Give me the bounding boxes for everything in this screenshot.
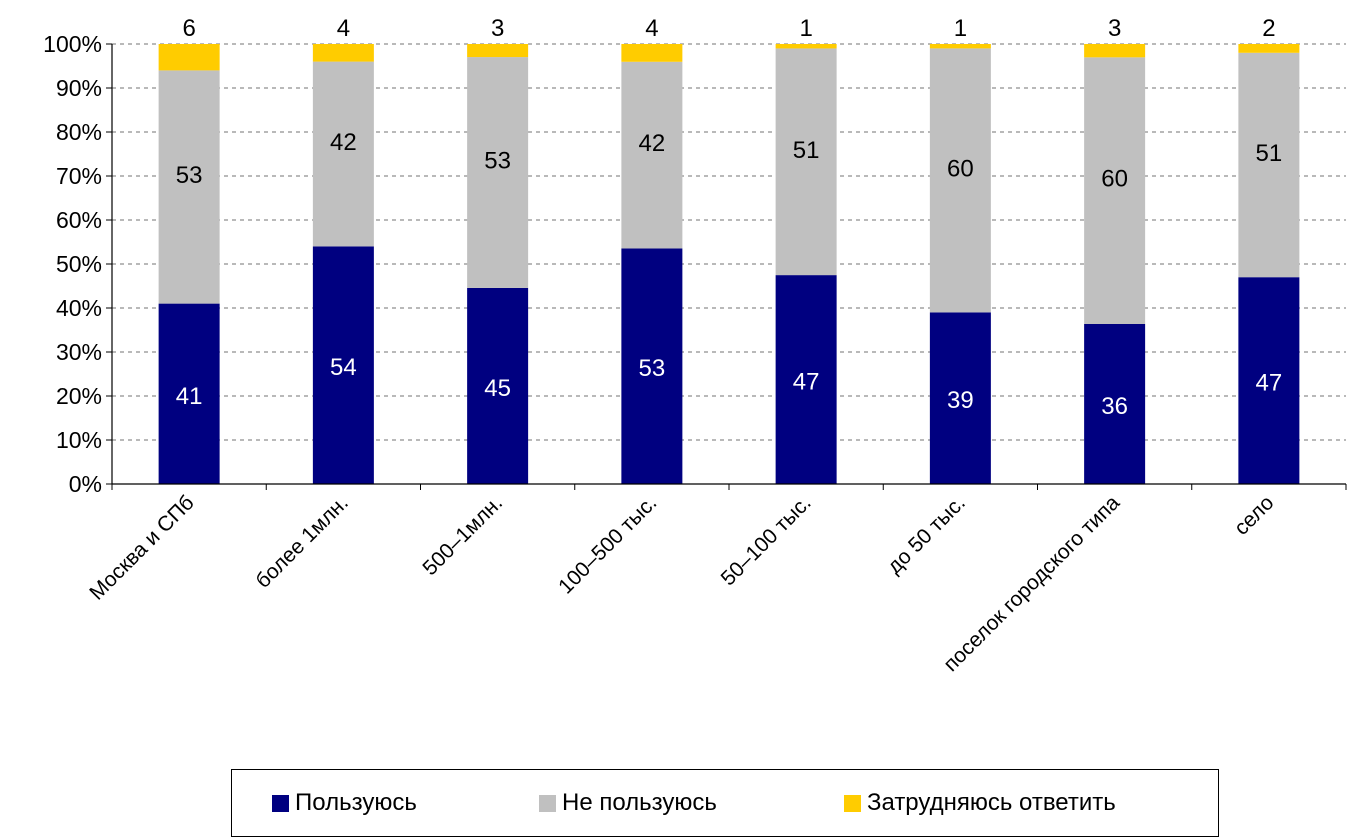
legend-label-2: Затрудняюсь ответить [867,789,1116,816]
bar-3-series-0 [621,248,683,484]
y-tick-label: 30% [56,339,102,365]
y-tick-label: 80% [56,119,102,145]
data-label-3-series-0: 53 [639,355,666,382]
data-label-7-series-0: 47 [1256,370,1283,397]
data-label-6-series-2: 3 [1108,15,1121,42]
y-tick-label: 20% [56,383,102,409]
legend-item-1: Не пользуюсь [539,770,717,836]
y-tick-label: 0% [69,471,102,497]
data-label-1-series-0: 54 [330,354,357,381]
data-label-2-series-1: 53 [484,148,511,175]
gridlines [112,43,1346,441]
legend-item-0: Пользуюсь [272,770,417,836]
data-label-1-series-2: 4 [337,15,350,42]
bar-1-series-1 [312,61,374,247]
y-tick-label: 90% [56,75,102,101]
category-label-5: до 50 тыс. [883,491,970,578]
data-label-5-series-0: 39 [947,387,974,414]
axes [106,43,1347,490]
bar-3-series-1 [621,61,683,249]
bar-5-series-0 [929,312,991,484]
data-label-4-series-2: 1 [799,15,812,42]
data-label-7-series-1: 51 [1256,140,1283,167]
legend-swatch-0 [272,794,289,812]
category-label-3: 100–500 тыс. [554,491,661,598]
y-tick-label: 40% [56,295,102,321]
stacked-bar-chart: 0%10%20%30%40%50%60%70%80%90%100%41536Мо… [43,15,1347,676]
bar-3-series-2 [621,44,683,62]
y-tick-label: 100% [43,31,102,57]
bar-7-series-1 [1238,52,1300,278]
legend-label-0: Пользуюсь [295,789,417,816]
bar-1-series-0 [312,246,374,484]
bar-0-series-0 [158,303,220,484]
category-label-0: Москва и СПб [85,491,198,604]
data-label-6-series-0: 36 [1101,393,1128,420]
bar-7-series-0 [1238,277,1300,484]
data-label-1-series-1: 42 [330,129,357,156]
bar-2-series-1 [467,57,529,288]
category-label-6: поселок городского типа [939,491,1124,676]
category-label-4: 50–100 тыс. [717,491,816,590]
data-label-4-series-1: 51 [793,137,820,164]
bar-7-series-2 [1238,44,1300,53]
bar-0-series-2 [158,44,220,71]
data-label-4-series-0: 47 [793,369,820,396]
bar-5-series-1 [929,48,991,313]
y-tick-label: 10% [56,427,102,453]
category-label-7: село [1230,491,1279,540]
legend-swatch-2 [844,794,861,812]
data-label-3-series-1: 42 [639,130,666,157]
data-label-0-series-1: 53 [176,162,203,189]
data-label-2-series-0: 45 [484,375,511,402]
bar-5-series-2 [929,44,991,49]
bar-4-series-2 [775,44,837,49]
bar-4-series-0 [775,275,837,484]
bar-2-series-0 [467,287,529,484]
legend: Пользуюсь Не пользуюсь Затрудняюсь ответ… [231,769,1219,837]
legend-item-2: Затрудняюсь ответить [844,770,1116,836]
data-label-5-series-2: 1 [954,15,967,42]
bar-1-series-2 [312,44,374,62]
legend-label-1: Не пользуюсь [562,789,717,816]
bar-2-series-2 [467,44,529,58]
bar-6-series-1 [1084,57,1146,324]
data-label-0-series-0: 41 [176,383,203,410]
legend-swatch-1 [539,794,556,812]
category-label-1: более 1млн. [251,491,352,592]
category-label-2: 500–1млн. [418,491,507,580]
data-label-6-series-1: 60 [1101,166,1128,193]
data-label-0-series-2: 6 [182,15,195,42]
data-label-3-series-2: 4 [645,15,658,42]
bar-4-series-1 [775,48,837,276]
bar-6-series-2 [1084,44,1146,58]
bar-6-series-0 [1084,324,1146,484]
data-label-5-series-1: 60 [947,155,974,182]
y-tick-label: 50% [56,251,102,277]
data-label-2-series-2: 3 [491,15,504,42]
bars [158,44,1300,484]
bar-0-series-1 [158,70,220,304]
data-label-7-series-2: 2 [1262,15,1275,42]
y-tick-label: 70% [56,163,102,189]
y-tick-label: 60% [56,207,102,233]
